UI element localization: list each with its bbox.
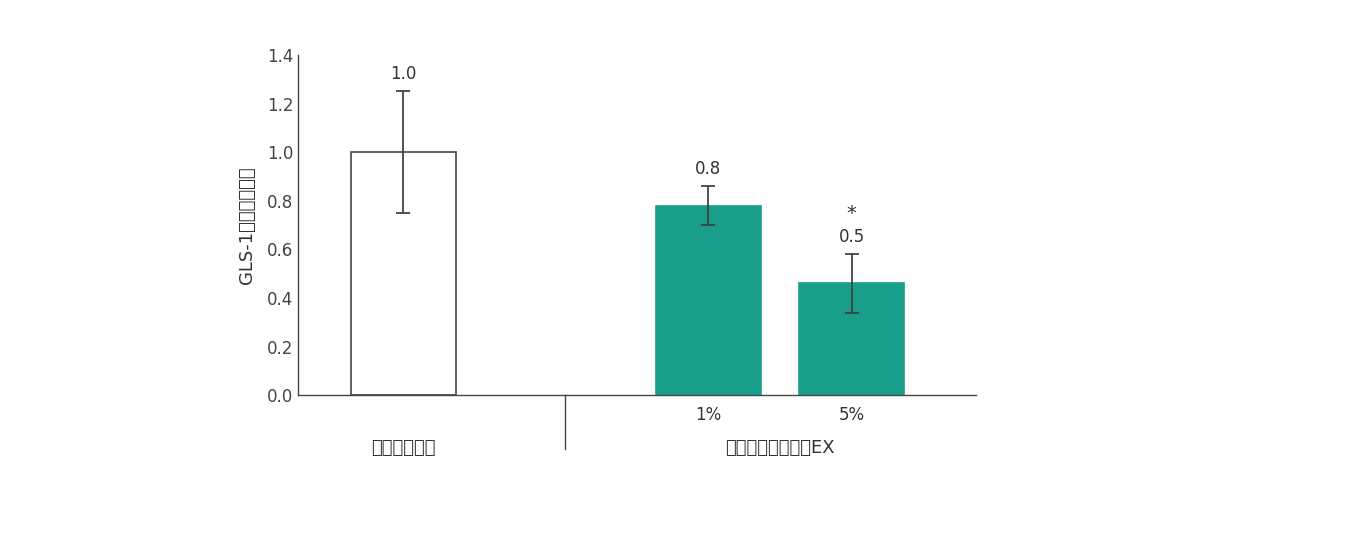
Text: コントロール: コントロール [371, 439, 435, 457]
Text: 5%: 5% [839, 406, 864, 424]
Bar [656, 206, 762, 395]
Text: 0.8: 0.8 [695, 160, 722, 178]
Text: 1%: 1% [695, 406, 722, 424]
Text: 0.5: 0.5 [839, 228, 864, 246]
Bar [799, 283, 904, 395]
Text: ユーグレナエキスEX: ユーグレナエキスEX [725, 439, 835, 457]
Text: *: * [847, 204, 856, 223]
Text: 1.0: 1.0 [390, 65, 416, 83]
Y-axis label: GLS-1遺伝子発現量: GLS-1遺伝子発現量 [237, 166, 256, 284]
Bar [351, 152, 455, 395]
